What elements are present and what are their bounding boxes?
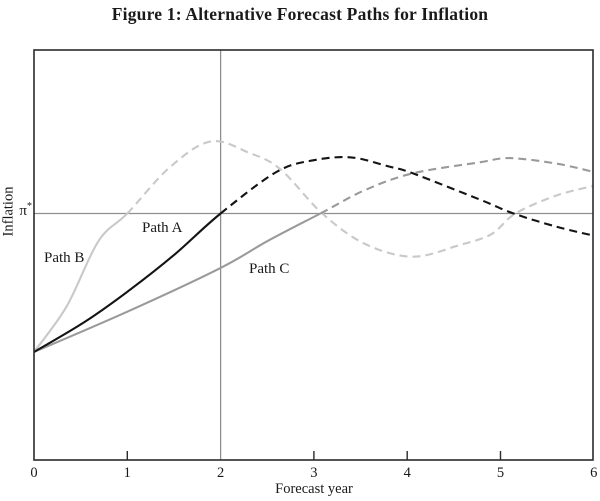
path-c-label: Path C (249, 261, 290, 277)
path-b-solid-curve (34, 212, 129, 353)
x-tick-label: 4 (404, 465, 412, 481)
pi-star-target-label: π* (19, 201, 32, 219)
path-b-label: Path B (44, 250, 85, 266)
path-a-dashed-curve (219, 156, 593, 237)
plot-frame (33, 49, 594, 461)
x-tick-label: 5 (497, 465, 504, 481)
path-a-label: Path A (142, 220, 183, 236)
path-b-dashed-curve (126, 139, 593, 258)
x-tick-label: 3 (310, 465, 317, 481)
x-tick-label: 6 (590, 465, 597, 481)
x-tick-label: 0 (30, 465, 37, 481)
path-a-solid-curve (34, 212, 222, 353)
x-tick-label: 1 (124, 465, 131, 481)
figure-title: Figure 1: Alternative Forecast Paths for… (111, 4, 489, 24)
path-c-dashed-curve (319, 157, 593, 215)
x-axis-label: Forecast year (275, 481, 353, 497)
path-c-solid-curve (34, 212, 321, 353)
x-tick-label: 2 (217, 465, 224, 481)
